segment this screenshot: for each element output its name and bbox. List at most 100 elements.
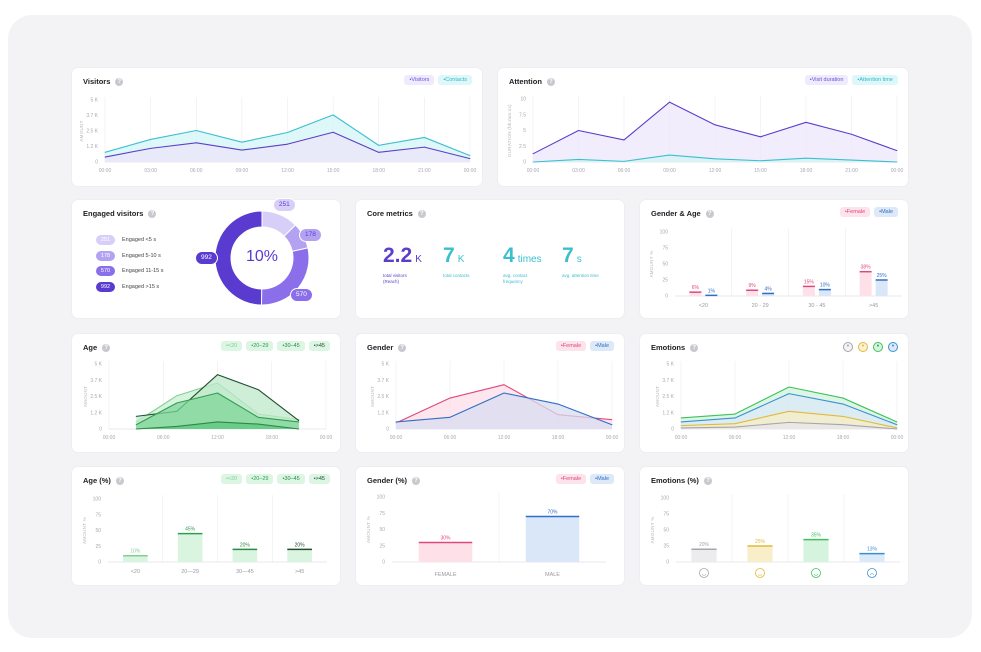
- donut-value-label: 178: [299, 227, 322, 242]
- series-area-<20: [136, 421, 299, 429]
- data-point: [332, 131, 334, 133]
- sad-face-icon[interactable]: •: [888, 342, 898, 352]
- data-point: [135, 424, 137, 426]
- sad-face-icon: [867, 568, 877, 578]
- help-icon[interactable]: ?: [705, 209, 714, 218]
- y-tick-label: 0: [523, 160, 526, 166]
- x-tick-label: 12:00: [211, 435, 224, 441]
- bar: [818, 289, 831, 296]
- legend-contacts[interactable]: Contacts: [438, 75, 472, 85]
- legend-over-45[interactable]: >45: [308, 341, 330, 351]
- x-tick-label: 15:00: [754, 168, 767, 174]
- metric-value: 4: [503, 244, 515, 267]
- help-icon[interactable]: ?: [102, 343, 111, 352]
- metric-unit: s: [576, 254, 582, 265]
- help-icon[interactable]: ?: [115, 476, 124, 485]
- legend-value-pill: 992: [96, 281, 115, 292]
- legend-attention-time[interactable]: Attention time: [852, 75, 898, 85]
- legend-male[interactable]: Male: [590, 474, 614, 484]
- legend-visitors[interactable]: Visitors: [404, 75, 435, 85]
- x-tick-label: 00:00: [464, 168, 477, 174]
- gender-percent-chart: 0 25 50 75 100 AMOUNT % 30% 70% FEMALE MALE: [366, 493, 606, 578]
- help-icon[interactable]: ?: [148, 209, 157, 218]
- age-percent-title: Age (%): [83, 476, 111, 485]
- y-tick-label: 2.5 K: [377, 394, 389, 400]
- y-tick-label: 7.5: [519, 112, 526, 118]
- y-tick-label: 0: [386, 427, 389, 433]
- y-axis-label: AMOUNT: [79, 120, 84, 141]
- donut-center-value: 10%: [245, 248, 279, 265]
- help-icon[interactable]: ?: [115, 77, 124, 86]
- legend-male[interactable]: Male: [874, 207, 898, 217]
- help-icon[interactable]: ?: [703, 476, 712, 485]
- x-tick-label: 12:00: [709, 168, 722, 174]
- legend-label: Engaged >15 s: [122, 283, 160, 290]
- bar-value-label: 4%: [765, 286, 773, 292]
- happy-face-icon[interactable]: •: [858, 342, 868, 352]
- engaged-legend-item: 570 Engaged 11-15 s: [96, 266, 164, 276]
- help-icon[interactable]: ?: [412, 476, 421, 485]
- emotions-percent-card: Emotions (%)? 0 25 50 75 100 AMOUNT % 20% 25% 35…: [640, 467, 908, 585]
- emotions-percent-title: Emotions (%): [651, 476, 699, 485]
- help-icon[interactable]: ?: [417, 209, 426, 218]
- legend-female[interactable]: Female: [555, 474, 587, 484]
- age-percent-card: Age (%)? <20 20–29 30–45 >45 0 25 50 75 100 A…: [72, 467, 340, 585]
- bar: [691, 549, 717, 562]
- help-icon[interactable]: ?: [546, 77, 555, 86]
- bar: [525, 516, 580, 562]
- metric-label: total visitors (Reach): [383, 273, 407, 284]
- card-title: Emotions (%)?: [651, 476, 712, 485]
- legend-under-20[interactable]: <20: [220, 341, 243, 351]
- attention-card: Attention? Visit duration Attention time…: [498, 68, 908, 186]
- y-axis-label: AMOUNT: [370, 386, 375, 407]
- data-point: [842, 424, 844, 426]
- y-tick-label: 50: [662, 262, 668, 268]
- data-point: [896, 428, 898, 430]
- legend-over-45[interactable]: >45: [308, 474, 330, 484]
- y-tick-label: 50: [663, 528, 669, 534]
- y-tick-label: 25: [379, 543, 385, 549]
- gender-percent-title: Gender (%): [367, 476, 408, 485]
- surprised-face-icon[interactable]: •: [873, 342, 883, 352]
- data-point: [623, 139, 625, 141]
- surprised-face-mouth: [813, 574, 819, 576]
- legend-30-45[interactable]: 30–45: [277, 341, 305, 351]
- y-tick-label: 0: [382, 560, 385, 566]
- emotions-card: Emotions? • • • • 0 1.2 K 2.5 K 3.7 K 5 K AMO…: [640, 334, 908, 452]
- x-tick-label: 12:00: [281, 168, 294, 174]
- help-icon[interactable]: ?: [690, 343, 699, 352]
- gender-age-chart: 0 25 50 75 100 AMOUNT % 6% 9% 15% 38% 1% 4% 10% 25% <2…: [649, 228, 902, 309]
- data-point: [257, 389, 259, 391]
- bar-value-label: 25%: [755, 539, 766, 545]
- data-point: [217, 392, 218, 394]
- y-tick-label: 75: [663, 512, 669, 518]
- y-tick-label: 2.5 K: [86, 129, 98, 135]
- bar: [802, 286, 815, 296]
- legend-male[interactable]: Male: [590, 341, 614, 351]
- legend-label: Engaged 11-15 s: [122, 268, 164, 274]
- help-icon[interactable]: ?: [398, 343, 407, 352]
- engaged-visitors-card: Engaged visitors? 251 Engaged <5 s 178 Enga…: [72, 197, 340, 318]
- legend-visit-duration[interactable]: Visit duration: [804, 75, 849, 85]
- bar: [762, 293, 775, 296]
- donut-value-label: 251: [272, 197, 296, 212]
- legend-value-pill: 570: [96, 266, 115, 276]
- x-tick-label: 09:00: [663, 168, 676, 174]
- x-category-label: 30—45: [236, 569, 254, 575]
- age-card: Age? <20 20–29 30–45 >45 0 1.2 K 2.5 K 3.7 …: [72, 334, 340, 452]
- data-point: [217, 374, 218, 376]
- neutral-face-icon[interactable]: •: [843, 342, 853, 352]
- x-tick-label: 06:00: [190, 168, 203, 174]
- y-tick-label: 1.2 K: [90, 410, 102, 416]
- legend-female[interactable]: Female: [555, 341, 587, 351]
- legend-under-20[interactable]: <20: [220, 474, 243, 484]
- legend-30-45[interactable]: 30–45: [277, 474, 305, 484]
- data-point: [842, 403, 844, 405]
- metric-unit: times: [517, 254, 542, 265]
- data-point: [896, 161, 898, 163]
- card-title: Attention?: [509, 77, 555, 86]
- legend-20-29[interactable]: 20–29: [246, 474, 274, 484]
- legend-20-29[interactable]: 20–29: [246, 341, 274, 351]
- y-tick-label: 5 K: [666, 362, 674, 368]
- legend-female[interactable]: Female: [839, 207, 871, 217]
